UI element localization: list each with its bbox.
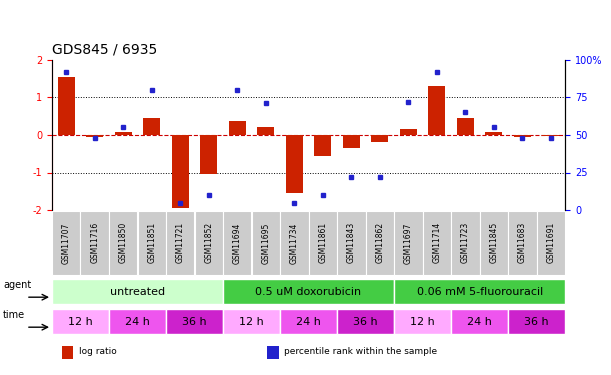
Bar [81,211,109,275]
Text: 12 h: 12 h [239,316,264,327]
Text: agent: agent [3,279,31,290]
Text: GSM11861: GSM11861 [318,222,327,263]
Bar [229,121,246,135]
Bar [314,135,331,156]
Text: GSM11697: GSM11697 [404,222,413,264]
Text: 24 h: 24 h [296,316,321,327]
Bar [200,135,218,174]
Bar [52,211,81,275]
Bar [268,346,279,358]
Bar [457,118,474,135]
Bar [337,309,394,334]
Bar [337,211,365,275]
Text: 36 h: 36 h [353,316,378,327]
Bar [428,86,445,135]
Bar [394,279,565,304]
Text: untreated: untreated [110,286,165,297]
Bar [508,309,565,334]
Bar [394,309,451,334]
Bar [52,309,109,334]
Text: time: time [3,309,25,320]
Text: 12 h: 12 h [410,316,435,327]
Bar [480,211,508,275]
Text: GSM11716: GSM11716 [90,222,99,263]
Text: GSM11862: GSM11862 [375,222,384,263]
Bar [423,211,451,275]
Bar [223,279,394,304]
Bar [451,309,508,334]
Bar [166,309,223,334]
Bar [343,135,360,148]
Text: GSM11723: GSM11723 [461,222,470,263]
Bar [115,132,132,135]
Bar [280,309,337,334]
Bar [536,211,565,275]
Bar [109,309,166,334]
Bar [137,211,166,275]
Bar [223,211,252,275]
Bar [451,211,480,275]
Bar [109,211,137,275]
Bar [52,279,223,304]
Text: log ratio: log ratio [79,347,116,356]
Text: 0.06 mM 5-fluorouracil: 0.06 mM 5-fluorouracil [417,286,543,297]
Bar [371,135,389,142]
Bar [309,211,337,275]
Text: GDS845 / 6935: GDS845 / 6935 [52,42,157,56]
Text: 12 h: 12 h [68,316,93,327]
Text: GSM11694: GSM11694 [233,222,242,264]
Bar [143,118,160,135]
Bar [508,211,536,275]
Text: GSM11734: GSM11734 [290,222,299,264]
Text: GSM11851: GSM11851 [147,222,156,263]
Bar [86,135,103,137]
Text: GSM11707: GSM11707 [62,222,71,264]
Bar [172,135,189,208]
Text: 24 h: 24 h [467,316,492,327]
Text: GSM11843: GSM11843 [347,222,356,263]
Text: GSM11695: GSM11695 [262,222,270,264]
Bar [252,211,280,275]
Bar [57,77,75,135]
Bar [286,135,303,193]
Text: GSM11721: GSM11721 [176,222,185,263]
Text: GSM11850: GSM11850 [119,222,128,263]
Bar [166,211,194,275]
Bar [280,211,309,275]
Text: percentile rank within the sample: percentile rank within the sample [284,347,437,356]
Bar [485,132,502,135]
Text: GSM11845: GSM11845 [489,222,499,263]
Text: GSM11683: GSM11683 [518,222,527,263]
Bar [543,135,560,136]
Text: 0.5 uM doxorubicin: 0.5 uM doxorubicin [255,286,362,297]
Text: GSM11714: GSM11714 [433,222,441,263]
Bar [257,127,274,135]
Bar [194,211,223,275]
Text: GSM11852: GSM11852 [204,222,213,263]
Text: 24 h: 24 h [125,316,150,327]
Text: 36 h: 36 h [182,316,207,327]
Bar [400,129,417,135]
Bar [62,346,73,358]
Text: GSM11691: GSM11691 [546,222,555,263]
Text: 36 h: 36 h [524,316,549,327]
Bar [394,211,423,275]
Bar [365,211,394,275]
Bar [223,309,280,334]
Bar [514,135,531,137]
